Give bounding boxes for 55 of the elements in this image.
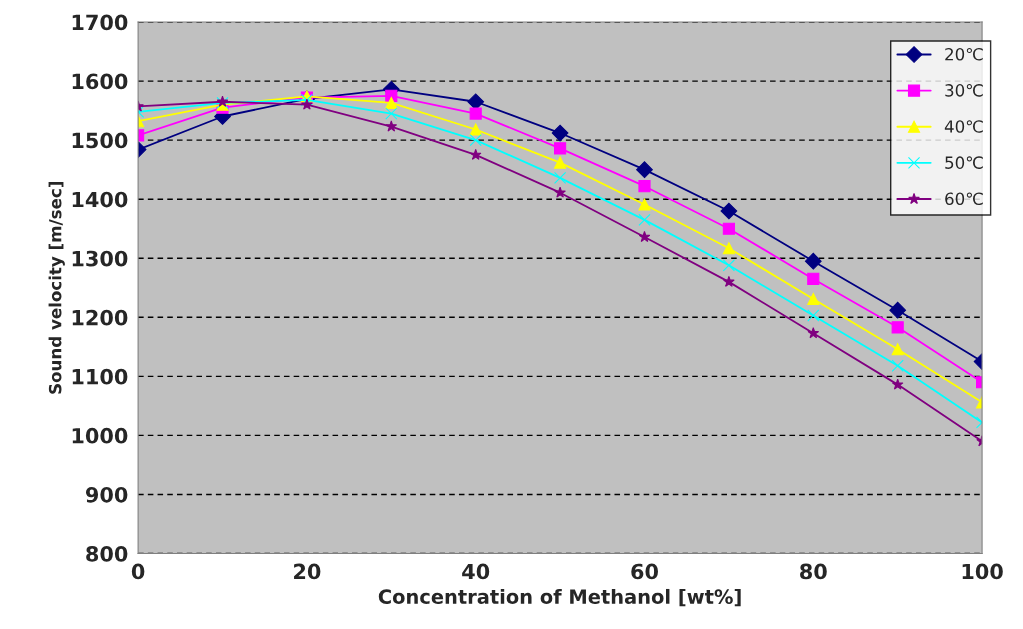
point (891, 321, 904, 334)
point (469, 148, 482, 160)
point (804, 252, 822, 270)
legend-label: 20℃ (945, 47, 983, 61)
point (723, 275, 735, 287)
point (807, 327, 820, 339)
x-tick-label: 60 (631, 563, 658, 580)
point (638, 180, 651, 193)
point (554, 186, 566, 198)
y-tick-label: 1000 (72, 427, 128, 444)
x-tick-label: 100 (962, 563, 1003, 580)
point (385, 107, 398, 120)
x-tick-label: 20 (294, 563, 321, 580)
x-axis-title: Concentration of Methanol [wt%] (378, 588, 741, 607)
y-tick-label: 1500 (72, 132, 128, 149)
point (469, 123, 482, 136)
point (889, 301, 907, 319)
point (807, 272, 820, 285)
point (638, 213, 651, 226)
legend-label: 50℃ (945, 156, 983, 169)
point (638, 230, 651, 242)
point (891, 378, 904, 390)
point (554, 171, 567, 184)
point (636, 161, 653, 179)
x-tick-label: 80 (800, 563, 827, 580)
point (469, 134, 482, 147)
y-tick-label: 1400 (72, 191, 128, 208)
point (469, 107, 482, 120)
y-tick-label: 900 (85, 486, 128, 503)
point (385, 120, 398, 132)
y-tick-label: 1100 (72, 368, 128, 385)
point (722, 242, 735, 255)
legend-label: 30℃ (945, 84, 983, 97)
y-tick-label: 1200 (72, 309, 128, 326)
point (638, 198, 651, 211)
point (891, 359, 904, 372)
point (551, 124, 569, 142)
point (554, 142, 567, 155)
x-tick-label: 40 (462, 563, 490, 580)
y-tick-label: 1300 (72, 250, 128, 267)
point (554, 156, 567, 169)
point (807, 309, 820, 322)
point (720, 202, 738, 220)
y-tick-label: 1700 (72, 14, 128, 31)
x-tick-label: 0 (131, 563, 145, 580)
point (722, 222, 735, 235)
y-tick-label: 800 (86, 545, 128, 562)
point (385, 96, 398, 109)
point (807, 292, 820, 306)
y-tick-label: 1600 (72, 73, 128, 90)
y-axis-title: Sound velocity [m/sec] (48, 182, 65, 394)
point (722, 259, 735, 272)
legend-label: 60℃ (945, 192, 983, 206)
legend-label: 40℃ (944, 120, 983, 133)
point (891, 343, 904, 356)
